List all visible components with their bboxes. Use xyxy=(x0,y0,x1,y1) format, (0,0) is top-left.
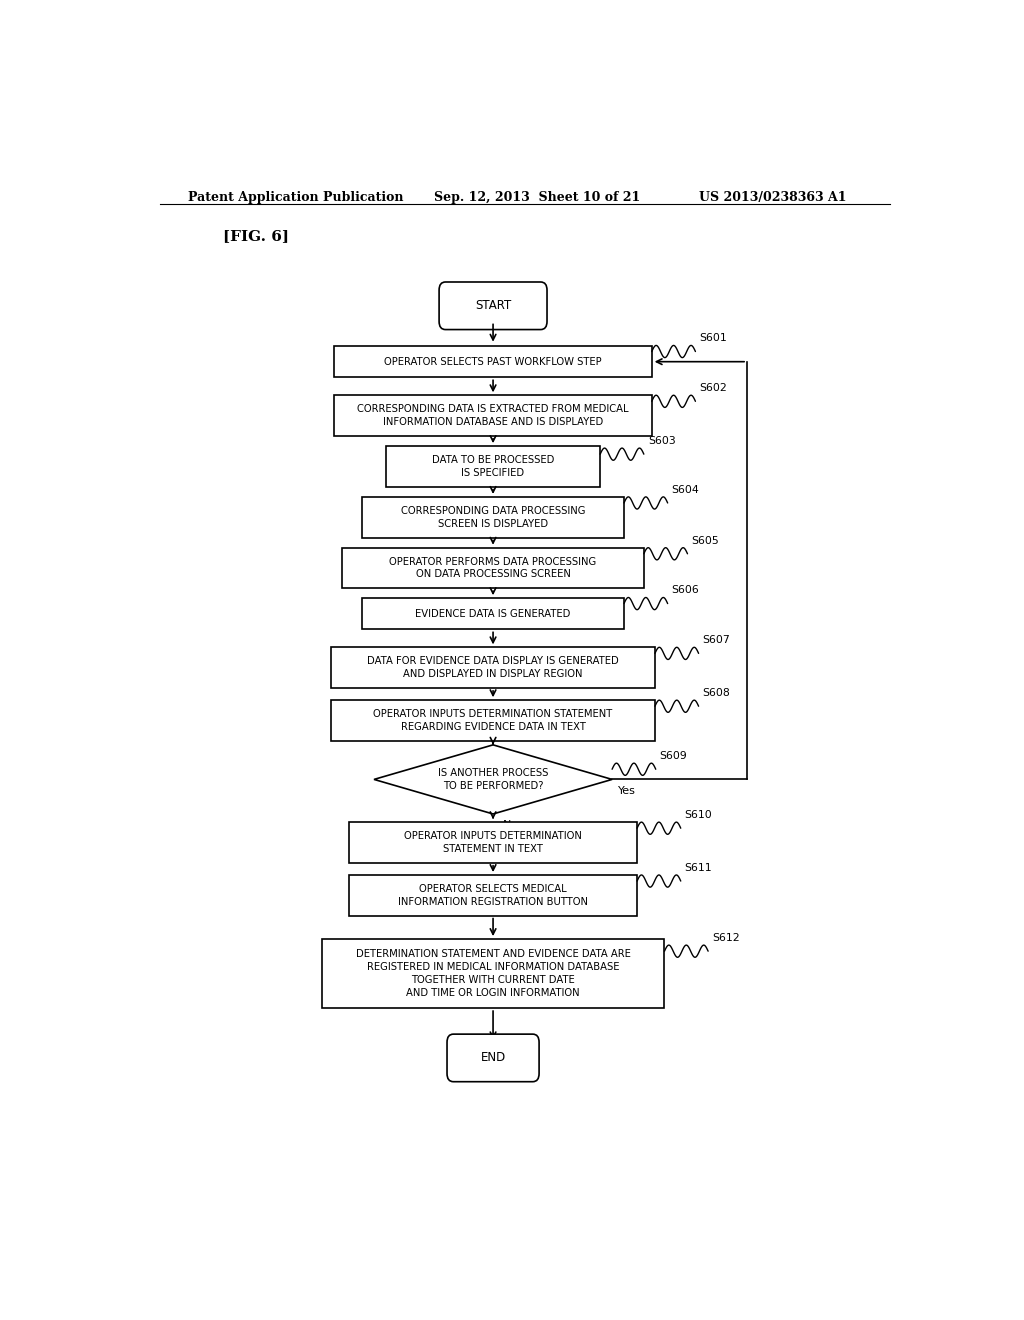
Text: S605: S605 xyxy=(691,536,719,545)
Text: IS ANOTHER PROCESS
TO BE PERFORMED?: IS ANOTHER PROCESS TO BE PERFORMED? xyxy=(438,768,548,791)
Text: OPERATOR SELECTS PAST WORKFLOW STEP: OPERATOR SELECTS PAST WORKFLOW STEP xyxy=(384,356,602,367)
Text: OPERATOR SELECTS MEDICAL
INFORMATION REGISTRATION BUTTON: OPERATOR SELECTS MEDICAL INFORMATION REG… xyxy=(398,884,588,907)
Bar xyxy=(386,446,600,487)
Text: S610: S610 xyxy=(685,810,713,820)
Text: No: No xyxy=(503,820,518,830)
Text: DATA TO BE PROCESSED
IS SPECIFIED: DATA TO BE PROCESSED IS SPECIFIED xyxy=(432,455,554,478)
Text: [FIG. 6]: [FIG. 6] xyxy=(223,230,289,244)
Text: S608: S608 xyxy=(702,688,730,698)
Text: EVIDENCE DATA IS GENERATED: EVIDENCE DATA IS GENERATED xyxy=(416,609,570,619)
Bar xyxy=(362,496,624,537)
Text: Yes: Yes xyxy=(618,785,636,796)
Text: Patent Application Publication: Patent Application Publication xyxy=(187,191,403,203)
Text: OPERATOR INPUTS DETERMINATION
STATEMENT IN TEXT: OPERATOR INPUTS DETERMINATION STATEMENT … xyxy=(404,832,582,854)
Bar xyxy=(331,647,655,688)
Bar xyxy=(362,598,624,630)
Text: S612: S612 xyxy=(712,933,739,942)
FancyBboxPatch shape xyxy=(447,1034,539,1081)
Text: US 2013/0238363 A1: US 2013/0238363 A1 xyxy=(699,191,847,203)
Bar xyxy=(334,346,652,378)
Polygon shape xyxy=(374,744,612,814)
FancyBboxPatch shape xyxy=(439,282,547,330)
Text: S609: S609 xyxy=(659,751,687,762)
Text: START: START xyxy=(475,300,511,313)
Text: S611: S611 xyxy=(685,863,713,873)
Text: S601: S601 xyxy=(699,334,727,343)
Text: S606: S606 xyxy=(672,586,699,595)
Text: S602: S602 xyxy=(699,383,727,393)
Bar xyxy=(342,548,644,589)
Text: CORRESPONDING DATA IS EXTRACTED FROM MEDICAL
INFORMATION DATABASE AND IS DISPLAY: CORRESPONDING DATA IS EXTRACTED FROM MED… xyxy=(357,404,629,426)
Text: S603: S603 xyxy=(648,436,676,446)
Bar xyxy=(349,822,637,863)
Text: S604: S604 xyxy=(672,484,699,495)
Text: OPERATOR INPUTS DETERMINATION STATEMENT
REGARDING EVIDENCE DATA IN TEXT: OPERATOR INPUTS DETERMINATION STATEMENT … xyxy=(374,709,612,731)
Bar xyxy=(331,700,655,741)
Text: DETERMINATION STATEMENT AND EVIDENCE DATA ARE
REGISTERED IN MEDICAL INFORMATION : DETERMINATION STATEMENT AND EVIDENCE DAT… xyxy=(355,949,631,998)
Bar xyxy=(349,875,637,916)
Bar xyxy=(334,395,652,436)
Text: OPERATOR PERFORMS DATA PROCESSING
ON DATA PROCESSING SCREEN: OPERATOR PERFORMS DATA PROCESSING ON DAT… xyxy=(389,557,597,579)
Text: S607: S607 xyxy=(702,635,730,645)
Text: Sep. 12, 2013  Sheet 10 of 21: Sep. 12, 2013 Sheet 10 of 21 xyxy=(433,191,640,203)
Bar xyxy=(322,939,665,1008)
Text: DATA FOR EVIDENCE DATA DISPLAY IS GENERATED
AND DISPLAYED IN DISPLAY REGION: DATA FOR EVIDENCE DATA DISPLAY IS GENERA… xyxy=(368,656,618,678)
Text: CORRESPONDING DATA PROCESSING
SCREEN IS DISPLAYED: CORRESPONDING DATA PROCESSING SCREEN IS … xyxy=(400,506,586,528)
Text: END: END xyxy=(480,1052,506,1064)
